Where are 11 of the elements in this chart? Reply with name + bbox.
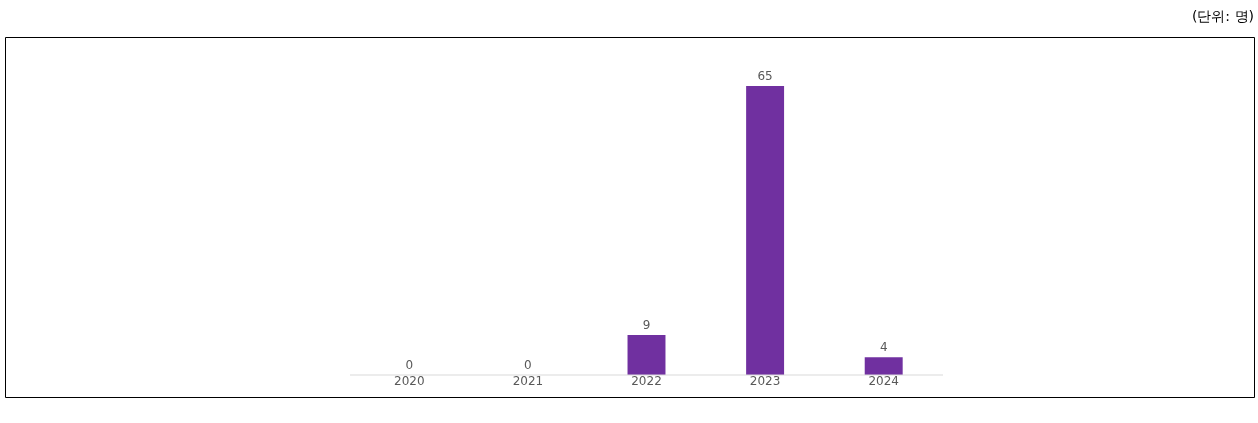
x-tick-label: 2022 — [631, 373, 662, 388]
data-label: 4 — [879, 340, 888, 355]
data-label: 9 — [642, 317, 651, 332]
x-tick-label: 2020 — [394, 373, 425, 388]
x-tick-label: 2023 — [749, 373, 781, 388]
data-label: 0 — [524, 358, 532, 372]
x-tick-label: 2021 — [512, 373, 544, 388]
data-label: 0 — [405, 358, 414, 372]
data-label: 65 — [757, 69, 773, 83]
x-tick-label: 2024 — [868, 373, 899, 388]
text: (단위: 명) — [1191, 8, 1254, 24]
